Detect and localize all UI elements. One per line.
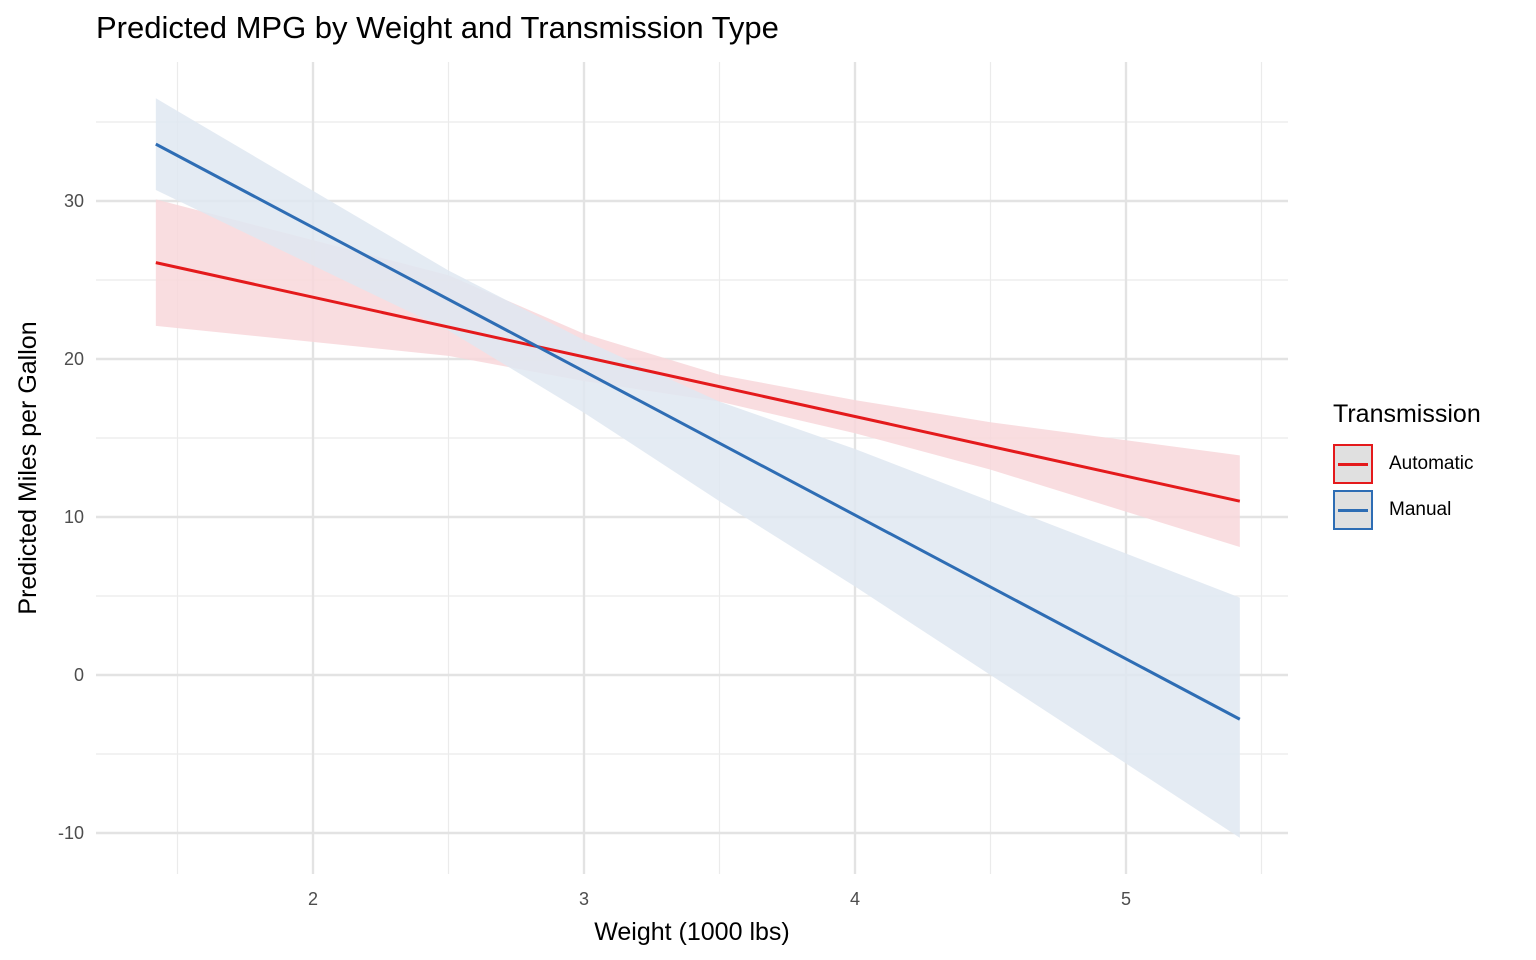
legend-title: Transmission (1333, 400, 1481, 428)
series-lines (155, 142, 1241, 721)
x-axis-label: Weight (1000 lbs) (594, 918, 789, 946)
y-tick-label: 30 (64, 191, 84, 211)
legend-label-manual: Manual (1389, 499, 1452, 520)
chart-title: Predicted MPG by Weight and Transmission… (96, 10, 779, 45)
legend-item-automatic: Automatic (1333, 441, 1481, 487)
legend-label-automatic: Automatic (1389, 453, 1474, 474)
y-tick-label: 20 (64, 349, 84, 369)
y-tick-label: 0 (74, 665, 84, 685)
confidence-bands (155, 98, 1240, 838)
x-tick-labels: 2 3 4 5 (308, 889, 1131, 909)
y-tick-label: 10 (64, 507, 84, 527)
line-manual (155, 142, 1241, 721)
legend: Transmission Automatic Manual (1333, 400, 1481, 533)
x-tick-label: 3 (579, 889, 589, 909)
y-tick-labels: -10 0 10 20 30 (58, 191, 84, 843)
confidence-band-manual (155, 98, 1240, 838)
legend-key-manual (1333, 490, 1373, 530)
line-automatic (155, 261, 1241, 503)
legend-key-automatic (1333, 444, 1373, 484)
x-tick-label: 4 (850, 889, 860, 909)
y-axis-label: Predicted Miles per Gallon (14, 321, 42, 614)
y-tick-label: -10 (58, 823, 84, 843)
legend-item-manual: Manual (1333, 487, 1481, 533)
x-tick-label: 2 (308, 889, 318, 909)
x-tick-label: 5 (1121, 889, 1131, 909)
